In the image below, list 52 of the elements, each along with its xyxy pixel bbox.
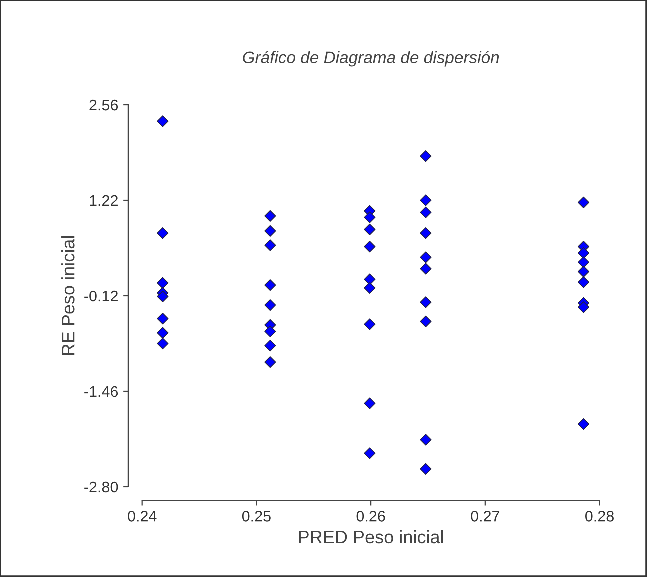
point [364,398,376,410]
point [420,296,432,308]
point [364,224,376,236]
point [264,210,276,222]
point [420,194,432,206]
x-axis-title: PRED Peso inicial [299,530,444,544]
point [157,327,169,339]
y-tick-label: 2.56 [90,100,118,111]
point [157,277,169,289]
point [364,212,376,224]
point [364,241,376,253]
point [578,196,590,208]
point [364,282,376,294]
point [578,276,590,288]
x-tick-label: 0.26 [356,511,386,522]
y-tick-label: -2.80 [84,482,118,493]
point [157,290,169,303]
point [157,338,169,350]
point [578,302,590,314]
point [420,316,432,328]
point [264,299,276,312]
point [264,326,276,338]
y-tick-label: 1.22 [90,195,118,206]
point [157,116,169,128]
y-tick-label: -1.46 [84,386,118,398]
point [420,252,432,264]
point [420,263,432,275]
point [420,206,432,218]
x-tick-label: 0.27 [471,511,500,522]
point [420,150,432,162]
point [264,356,276,368]
point [264,240,276,252]
point [364,448,376,460]
x-tick-label: 0.28 [586,511,614,522]
x-tick-label: 0.24 [128,511,157,522]
chart-title: Gráfico de Diagrama de dispersión [243,51,500,67]
point [578,266,590,278]
point [157,227,169,240]
point [264,340,276,352]
point [420,434,432,446]
point [364,274,376,286]
point [264,225,276,237]
point [264,280,276,292]
point [578,418,590,430]
point [157,313,169,325]
y-axis-title: RE Peso inicial [62,236,75,356]
point [578,256,590,268]
point [420,463,432,475]
y-tick-label: -0.12 [84,290,118,302]
x-tick-label: 0.25 [242,511,271,522]
point [420,227,432,240]
point [364,318,376,330]
